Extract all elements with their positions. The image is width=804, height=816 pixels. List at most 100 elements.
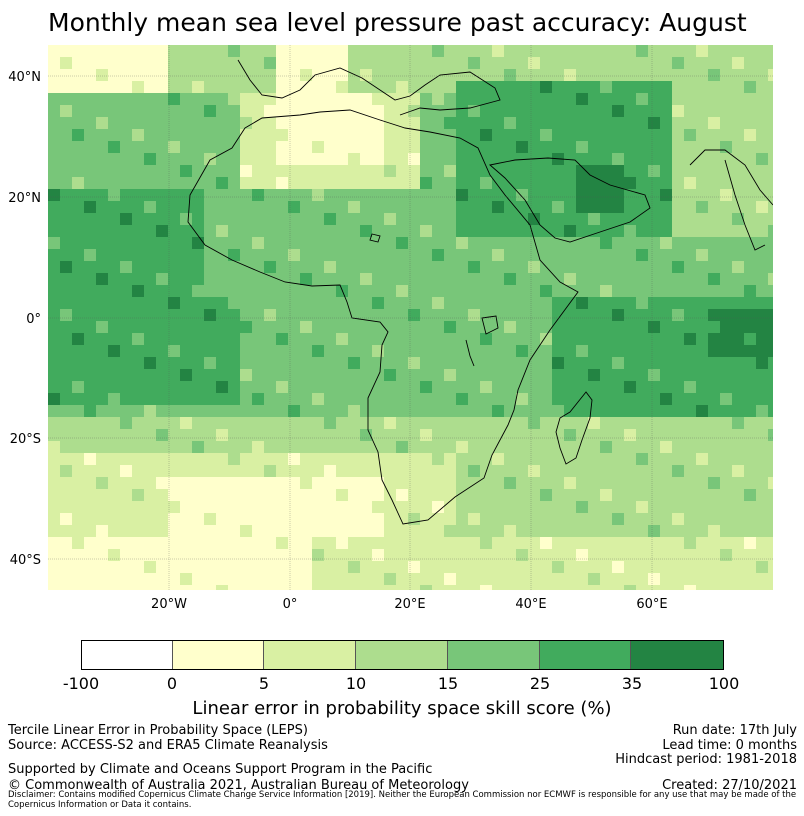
skill-cell <box>264 489 276 501</box>
skill-cell <box>636 189 648 201</box>
skill-cell <box>732 549 744 561</box>
skill-cell <box>528 585 540 590</box>
skill-cell <box>420 309 432 321</box>
skill-cell <box>648 45 660 57</box>
skill-cell <box>372 105 384 117</box>
skill-cell <box>84 57 96 69</box>
skill-cell <box>768 213 773 225</box>
skill-cell <box>768 513 773 525</box>
skill-cell <box>336 561 348 573</box>
skill-cell <box>264 201 276 213</box>
skill-cell <box>576 381 588 393</box>
skill-cell <box>576 537 588 549</box>
skill-cell <box>624 117 636 129</box>
skill-cell <box>84 381 96 393</box>
skill-cell <box>768 201 773 213</box>
skill-cell <box>636 549 648 561</box>
skill-cell <box>144 417 156 429</box>
skill-cell <box>228 69 240 81</box>
skill-cell <box>132 93 144 105</box>
skill-cell <box>312 237 324 249</box>
skill-cell <box>168 501 180 513</box>
skill-cell <box>684 45 696 57</box>
skill-cell <box>468 141 480 153</box>
skill-cell <box>564 417 576 429</box>
skill-cell <box>468 441 480 453</box>
skill-cell <box>564 477 576 489</box>
skill-cell <box>300 369 312 381</box>
skill-cell <box>384 285 396 297</box>
skill-cell <box>348 453 360 465</box>
skill-cell <box>96 381 108 393</box>
skill-cell <box>504 525 516 537</box>
skill-cell <box>252 489 264 501</box>
skill-cell <box>540 525 552 537</box>
skill-cell <box>324 453 336 465</box>
skill-cell <box>624 237 636 249</box>
latitude-labels: 40°N 20°N 0° 20°S 40°S <box>8 70 41 568</box>
skill-cell <box>312 429 324 441</box>
skill-cell <box>768 165 773 177</box>
skill-cell <box>276 141 288 153</box>
skill-cell <box>156 237 168 249</box>
skill-cell <box>492 465 504 477</box>
skill-cell <box>540 273 552 285</box>
skill-cell <box>408 369 420 381</box>
skill-cell <box>108 177 120 189</box>
skill-cell <box>108 321 120 333</box>
skill-cell <box>528 261 540 273</box>
skill-cell <box>288 69 300 81</box>
skill-cell <box>48 81 60 93</box>
skill-cell <box>72 237 84 249</box>
skill-cell <box>432 429 444 441</box>
skill-cell <box>276 369 288 381</box>
skill-cell <box>48 393 60 405</box>
skill-cell <box>132 285 144 297</box>
skill-cell <box>744 177 756 189</box>
skill-cell <box>456 93 468 105</box>
skill-cell <box>96 213 108 225</box>
skill-cell <box>228 345 240 357</box>
skill-cell <box>768 453 773 465</box>
skill-cell <box>252 153 264 165</box>
lake-tanganyika <box>465 339 475 367</box>
skill-cell <box>384 321 396 333</box>
skill-cell <box>708 333 720 345</box>
skill-cell <box>96 93 108 105</box>
skill-cell <box>576 501 588 513</box>
skill-cell <box>168 465 180 477</box>
skill-cell <box>216 333 228 345</box>
skill-cell <box>420 465 432 477</box>
skill-cell <box>108 513 120 525</box>
skill-cell <box>648 429 660 441</box>
skill-cell <box>300 249 312 261</box>
skill-cell <box>252 441 264 453</box>
skill-cell <box>468 393 480 405</box>
skill-cell <box>612 465 624 477</box>
skill-cell <box>444 561 456 573</box>
skill-cell <box>48 237 60 249</box>
skill-cell <box>756 45 768 57</box>
skill-cell <box>504 237 516 249</box>
skill-cell <box>756 549 768 561</box>
skill-cell <box>396 393 408 405</box>
skill-cell <box>444 69 456 81</box>
skill-cell <box>648 153 660 165</box>
skill-cell <box>564 585 576 590</box>
india-coast <box>689 149 773 206</box>
skill-cell <box>96 225 108 237</box>
skill-cell <box>480 393 492 405</box>
skill-cell <box>216 297 228 309</box>
skill-cell <box>348 321 360 333</box>
skill-cell <box>540 297 552 309</box>
skill-cell <box>324 165 336 177</box>
skill-cell <box>132 213 144 225</box>
skill-cell <box>708 585 720 590</box>
skill-cell <box>624 393 636 405</box>
skill-cell <box>384 465 396 477</box>
skill-cell <box>744 333 756 345</box>
skill-cell <box>552 201 564 213</box>
skill-cell <box>372 57 384 69</box>
skill-cell <box>144 561 156 573</box>
skill-cell <box>372 177 384 189</box>
